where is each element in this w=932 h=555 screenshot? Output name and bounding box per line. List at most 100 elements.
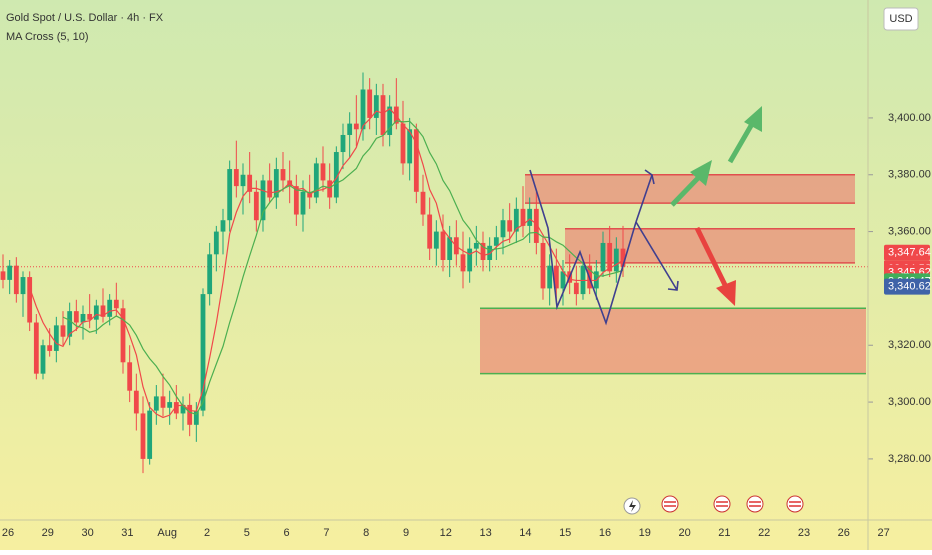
currency: USD <box>889 13 912 25</box>
us-flags[interactable] <box>661 495 804 513</box>
candle-body <box>360 89 366 130</box>
candle-body <box>267 180 273 198</box>
candle-body <box>260 180 266 221</box>
x-tick-label: 7 <box>323 527 329 539</box>
candle-body <box>420 191 426 215</box>
x-tick-label: 8 <box>363 527 369 539</box>
candle-body <box>60 325 66 337</box>
candle-body <box>527 208 533 226</box>
x-tick-label: 29 <box>42 527 54 539</box>
candle-body <box>120 308 126 363</box>
candle-body <box>407 129 413 164</box>
candle-body <box>20 277 26 295</box>
x-tick-label: 12 <box>440 527 452 539</box>
candle-body <box>53 325 59 351</box>
candle-body <box>127 362 133 391</box>
x-tick-label: 22 <box>758 527 770 539</box>
candle-body <box>273 169 279 198</box>
candle-body <box>340 134 346 153</box>
candle-body <box>373 95 379 118</box>
candle-body <box>67 311 73 337</box>
x-tick-label: 5 <box>244 527 250 539</box>
price-label: 3,347.64 <box>888 247 931 259</box>
x-tick-label: 15 <box>559 527 571 539</box>
green-arrow <box>670 174 702 207</box>
candle-body <box>387 106 393 135</box>
candle-body <box>133 390 139 414</box>
path-up <box>635 174 653 223</box>
x-tick-label: 19 <box>639 527 651 539</box>
currency-button[interactable] <box>883 7 919 31</box>
x-tick-label: 20 <box>678 527 690 539</box>
candle-body <box>40 345 46 374</box>
candle-body <box>27 277 33 323</box>
candle-body <box>507 220 513 232</box>
x-tick-label: 14 <box>519 527 531 539</box>
candle-body <box>180 404 186 414</box>
arrow-head <box>644 169 655 185</box>
candle-body <box>620 248 626 267</box>
zone <box>480 308 866 374</box>
candle-body <box>107 299 113 317</box>
candle-body <box>547 265 553 289</box>
candle-body <box>573 282 579 295</box>
candle-body <box>233 169 239 187</box>
candle-body <box>607 242 613 272</box>
arrow-head <box>667 280 679 291</box>
candle-body <box>433 231 439 249</box>
candle-body <box>553 265 559 289</box>
green-arrow-head <box>744 106 762 132</box>
green-arrow <box>727 122 755 164</box>
x-tick-label: 30 <box>81 527 93 539</box>
x-tick-label: 6 <box>284 527 290 539</box>
candle-body <box>413 129 419 192</box>
x-tick-label: 26 <box>2 527 14 539</box>
x-tick-label: 2 <box>204 527 210 539</box>
candle-body <box>313 163 319 198</box>
chart-title: Gold Spot / U.S. Dollar · 4h · FX <box>6 12 164 24</box>
candle-body <box>147 410 153 459</box>
y-tick-label: 3,380.00 <box>888 169 931 181</box>
path-projection <box>529 169 637 326</box>
x-tick-label: 23 <box>798 527 810 539</box>
ma-line <box>62 120 624 416</box>
drawings <box>529 106 804 515</box>
candle-body <box>220 220 226 232</box>
candle-body <box>13 265 19 295</box>
x-tick-label: 13 <box>479 527 491 539</box>
candle-body <box>33 322 39 374</box>
red-arrow-head <box>716 280 736 306</box>
candle-body <box>447 237 453 260</box>
y-tick-label: 3,360.00 <box>888 225 931 237</box>
candle-body <box>513 208 519 232</box>
x-tick-label: Aug <box>157 527 177 539</box>
candle-body <box>140 413 146 459</box>
candle-body <box>320 163 326 181</box>
lightning <box>629 500 636 512</box>
x-tick-label: 31 <box>121 527 133 539</box>
ma-line <box>29 108 624 419</box>
candle-body <box>160 396 166 408</box>
candle-body <box>207 254 213 295</box>
candle-body <box>600 242 606 272</box>
y-tick-label: 3,320.00 <box>888 339 931 351</box>
candle-body <box>187 404 193 425</box>
candle-body <box>80 313 86 323</box>
candle-body <box>280 169 286 181</box>
candle-body <box>347 123 353 135</box>
candle-body <box>333 152 339 198</box>
price-label: 3,340.62 <box>888 281 931 293</box>
candle-body <box>73 311 79 323</box>
y-tick-label: 3,280.00 <box>888 453 931 465</box>
price-label-bg <box>884 244 930 261</box>
candle-body <box>167 402 173 408</box>
candle-body <box>7 265 13 280</box>
candle-body <box>327 180 333 198</box>
candle-body <box>493 237 499 246</box>
candle-body <box>400 123 406 164</box>
candle-body <box>100 305 106 317</box>
candle-body <box>253 191 259 221</box>
price-label-bg <box>884 278 930 295</box>
candle-body <box>93 305 99 320</box>
